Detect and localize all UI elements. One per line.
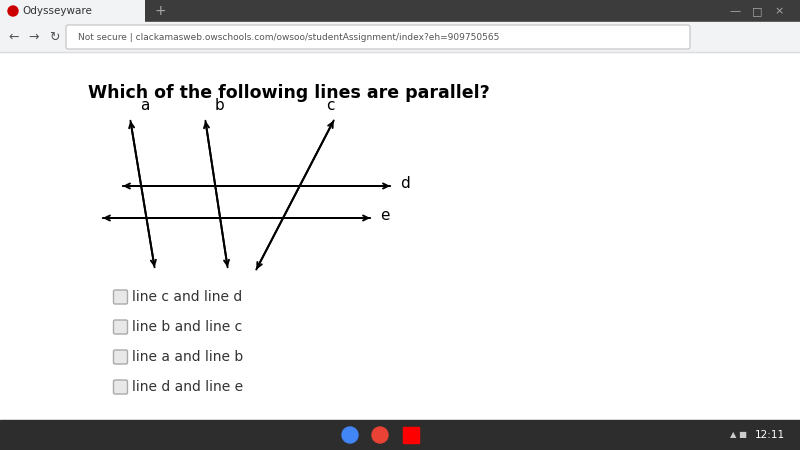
Circle shape [342,427,358,443]
Bar [403,427,419,443]
Bar [0,52,800,420]
Bar [0,22,800,52]
FancyBboxPatch shape [66,25,690,49]
Text: c: c [326,98,334,113]
Text: +: + [154,4,166,18]
Text: line a and line b: line a and line b [132,350,243,364]
Text: b: b [215,98,225,113]
Text: Which of the following lines are parallel?: Which of the following lines are paralle… [88,84,490,102]
Text: →: → [29,31,39,44]
Text: ×: × [774,6,784,16]
Text: ↻: ↻ [49,31,59,44]
Text: line b and line c: line b and line c [132,320,242,334]
Text: ▲ ■: ▲ ■ [730,431,750,440]
Text: Odysseyware: Odysseyware [22,6,92,16]
Text: a: a [140,98,150,113]
Text: d: d [400,176,410,190]
Circle shape [8,6,18,16]
FancyBboxPatch shape [0,0,145,22]
Text: line c and line d: line c and line d [132,290,242,304]
FancyBboxPatch shape [114,290,127,304]
FancyBboxPatch shape [114,320,127,334]
Bar [0,420,800,450]
Text: ←: ← [9,31,19,44]
Text: Not secure | clackamasweb.owschools.com/owsoo/studentAssignment/index?eh=9097505: Not secure | clackamasweb.owschools.com/… [78,32,499,41]
FancyBboxPatch shape [114,380,127,394]
Bar [0,0,800,22]
Text: 12:11: 12:11 [755,430,785,440]
Text: —: — [730,6,741,16]
FancyBboxPatch shape [114,350,127,364]
Circle shape [372,427,388,443]
Text: line d and line e: line d and line e [132,380,243,394]
Text: e: e [380,207,390,222]
Text: □: □ [752,6,762,16]
